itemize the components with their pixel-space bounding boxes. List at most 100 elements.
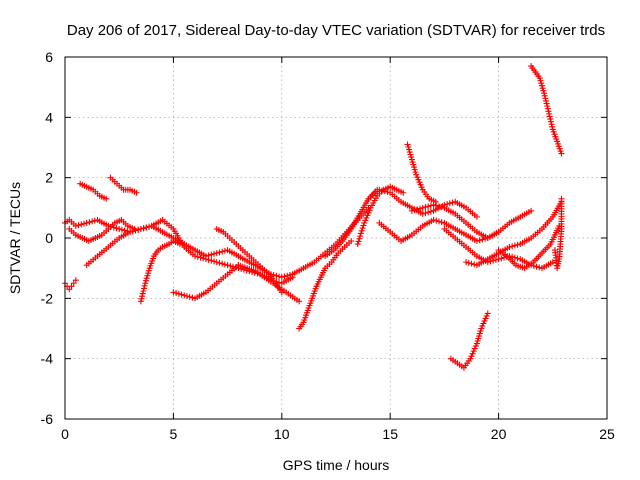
data-point <box>173 290 180 297</box>
x-tick-label: 15 <box>382 426 398 442</box>
data-point <box>138 295 145 302</box>
data-point <box>511 242 518 249</box>
data-point <box>213 250 220 257</box>
data-point <box>468 260 475 267</box>
series-s24 <box>551 195 565 272</box>
data-point <box>286 271 293 278</box>
data-point <box>414 206 421 213</box>
series-s17 <box>376 216 502 245</box>
data-point <box>140 288 147 295</box>
data-point <box>137 298 144 305</box>
series-s13 <box>322 186 381 260</box>
data-point <box>381 188 388 195</box>
data-point <box>127 228 134 235</box>
data-point <box>202 253 209 260</box>
data-point <box>296 298 303 305</box>
data-point <box>417 205 424 212</box>
data-point <box>490 257 497 264</box>
data-point <box>216 259 223 266</box>
data-point <box>208 251 215 258</box>
data-point <box>186 293 193 300</box>
data-point <box>354 241 361 248</box>
data-point <box>208 257 215 264</box>
data-point <box>546 110 553 117</box>
data-point <box>384 188 391 195</box>
data-point <box>498 255 505 262</box>
data-point <box>435 203 442 210</box>
data-point <box>438 219 445 226</box>
data-point <box>140 285 147 292</box>
data-point <box>422 210 429 217</box>
data-point <box>116 225 123 232</box>
plot-frame <box>64 56 608 420</box>
series-s8 <box>170 262 242 302</box>
series-s3 <box>77 180 110 202</box>
tick-labels: 0 5 10 15 20 25 -6 -4 -2 0 2 4 6 <box>41 49 615 442</box>
series-s10 <box>235 262 303 305</box>
data-point <box>70 280 77 287</box>
data-point <box>484 310 491 317</box>
data-point <box>379 187 386 194</box>
data-point <box>181 292 188 299</box>
data-point <box>140 225 147 232</box>
data-point <box>139 290 146 297</box>
data-point <box>118 226 125 233</box>
data-point <box>276 273 283 280</box>
data-point <box>219 260 226 267</box>
data-point <box>216 249 223 256</box>
data-point <box>356 235 363 242</box>
data-point <box>78 221 85 228</box>
y-axis-label: SDTVAR / TECUs <box>7 182 23 294</box>
data-point <box>427 202 434 209</box>
data-point <box>270 271 277 278</box>
data-point <box>419 204 426 211</box>
data-point <box>68 283 75 290</box>
data-points <box>62 63 565 371</box>
data-point <box>400 189 407 196</box>
data-point <box>541 92 548 99</box>
x-tick-label: 10 <box>274 426 290 442</box>
series-s18 <box>408 201 535 241</box>
x-tick-label: 5 <box>170 426 178 442</box>
data-point <box>192 253 199 260</box>
data-point <box>359 225 366 232</box>
data-point <box>506 244 513 251</box>
data-point <box>549 259 556 266</box>
data-point <box>137 225 144 232</box>
data-point <box>544 103 551 110</box>
data-point <box>135 226 142 233</box>
data-point <box>273 272 280 279</box>
data-point <box>141 282 148 289</box>
data-point <box>433 202 440 209</box>
data-point <box>542 95 549 102</box>
data-point <box>83 219 90 226</box>
data-point <box>419 210 426 217</box>
data-point <box>103 195 110 202</box>
chart-title: Day 206 of 2017, Sidereal Day-to-day VTE… <box>67 22 605 39</box>
data-point <box>542 97 549 104</box>
data-point <box>284 272 291 279</box>
data-point <box>227 262 234 269</box>
series-s21 <box>495 222 563 272</box>
data-point <box>430 216 437 223</box>
data-point <box>183 293 190 300</box>
data-point <box>89 218 96 225</box>
series-s22 <box>447 310 491 371</box>
x-axis-label: GPS time / hours <box>283 457 390 473</box>
data-point <box>221 261 228 268</box>
series-s5 <box>66 216 138 245</box>
data-point <box>549 123 556 130</box>
data-point <box>357 230 364 237</box>
x-tick-label: 25 <box>599 426 615 442</box>
data-point <box>411 207 418 214</box>
data-point <box>545 108 552 115</box>
data-point <box>86 219 93 226</box>
data-point <box>492 256 499 263</box>
data-point <box>473 213 480 220</box>
data-point <box>465 259 472 266</box>
data-point <box>544 105 551 112</box>
data-point <box>533 263 540 270</box>
series-s15 <box>365 186 480 220</box>
data-point <box>205 252 212 259</box>
